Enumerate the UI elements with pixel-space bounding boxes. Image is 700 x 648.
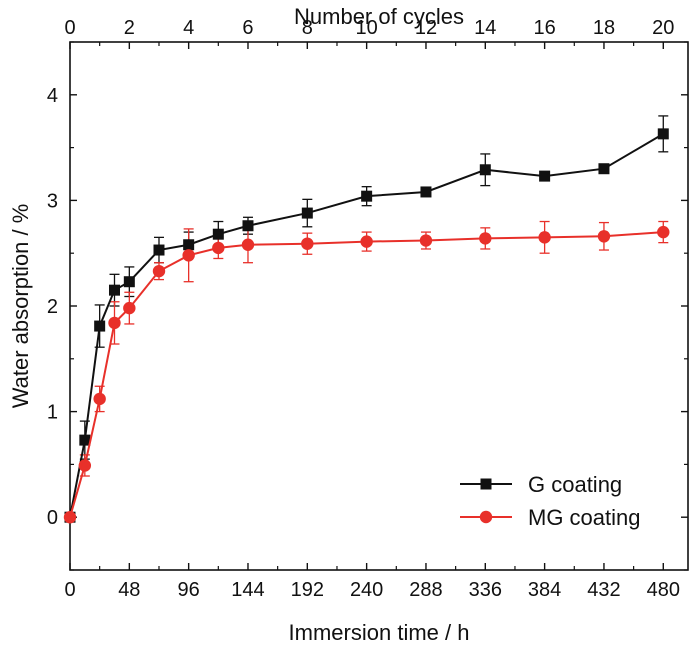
- mg-coating-point: [123, 301, 136, 315]
- g-coating-point: [183, 239, 195, 251]
- legend-mg-coating-marker: [479, 510, 493, 524]
- top-tick-label: 20: [652, 17, 674, 39]
- top-tick-label: 2: [124, 17, 135, 39]
- legend: G coating MG coating: [460, 472, 641, 530]
- mg-coating-point: [63, 511, 77, 524]
- mg-coating-point: [152, 264, 166, 278]
- g-coating-point: [420, 186, 432, 198]
- error-bars: [65, 115, 669, 520]
- top-axis-title: Number of cycles: [294, 4, 464, 29]
- mg-coating-point: [479, 232, 492, 245]
- mg-coating-line: [69, 231, 664, 518]
- g-coating-point: [598, 163, 610, 175]
- mg-coating-point: [301, 237, 314, 250]
- x-tick-label: 288: [409, 579, 442, 601]
- top-tick-label: 12: [415, 17, 437, 39]
- x-tick-label: 384: [528, 579, 561, 601]
- x-tick-label: 480: [647, 579, 680, 601]
- y-axis-title: Water absorption / %: [8, 204, 33, 409]
- mg-coating-point: [241, 238, 255, 251]
- g-coating-point: [153, 244, 165, 256]
- top-tick-label: 18: [593, 17, 615, 39]
- x-tick-label: 144: [231, 579, 264, 601]
- mg-coating-point: [78, 459, 92, 472]
- legend-g-coating-label: G coating: [528, 472, 622, 497]
- g-coating-point: [212, 228, 224, 240]
- legend-mg-coating-label: MG coating: [528, 505, 641, 530]
- g-coating-point: [301, 207, 313, 219]
- mg-coating-point: [419, 234, 433, 247]
- top-tick-label: 4: [183, 17, 194, 39]
- top-tick-label: 14: [474, 17, 496, 39]
- x-tick-label: 96: [178, 579, 200, 601]
- g-coating-point: [123, 276, 135, 288]
- legend-g-coating-marker: [480, 478, 492, 490]
- x-tick-label: 240: [350, 579, 383, 601]
- axes: [69, 41, 689, 571]
- g-coating-point: [79, 434, 91, 446]
- mg-coating-point: [538, 231, 551, 244]
- top-tick-label: 6: [242, 17, 253, 39]
- mg-coating-point: [597, 230, 611, 243]
- top-tick-label: 10: [356, 17, 378, 39]
- g-coating-point: [479, 164, 491, 176]
- g-coating-point: [108, 284, 120, 296]
- series: [63, 128, 670, 524]
- y-tick-label: 4: [47, 85, 58, 107]
- x-tick-label: 0: [64, 579, 75, 601]
- g-coating-line: [69, 133, 664, 518]
- x-tick-label: 336: [469, 579, 502, 601]
- mg-coating-point: [212, 241, 225, 255]
- g-coating-point: [94, 320, 106, 332]
- x-tick-label: 48: [118, 579, 140, 601]
- y-tick-label: 1: [47, 402, 58, 424]
- g-coating-point: [361, 190, 373, 202]
- y-tick-label: 0: [47, 507, 58, 529]
- mg-coating-point: [360, 235, 373, 248]
- mg-coating-point: [182, 249, 195, 262]
- mg-coating-point: [108, 316, 121, 330]
- mg-coating-point: [657, 225, 670, 239]
- top-tick-label: 8: [302, 17, 313, 39]
- x-tick-label: 432: [587, 579, 620, 601]
- x-axis-title: Immersion time / h: [289, 620, 470, 645]
- top-tick-label: 16: [534, 17, 556, 39]
- g-coating-point: [242, 220, 254, 232]
- top-tick-label: 0: [64, 17, 75, 39]
- g-coating-point: [539, 170, 551, 182]
- y-tick-label: 3: [47, 190, 58, 212]
- g-coating-point: [657, 128, 669, 140]
- y-tick-label: 2: [47, 296, 58, 318]
- x-tick-label: 192: [291, 579, 324, 601]
- mg-coating-point: [93, 392, 106, 406]
